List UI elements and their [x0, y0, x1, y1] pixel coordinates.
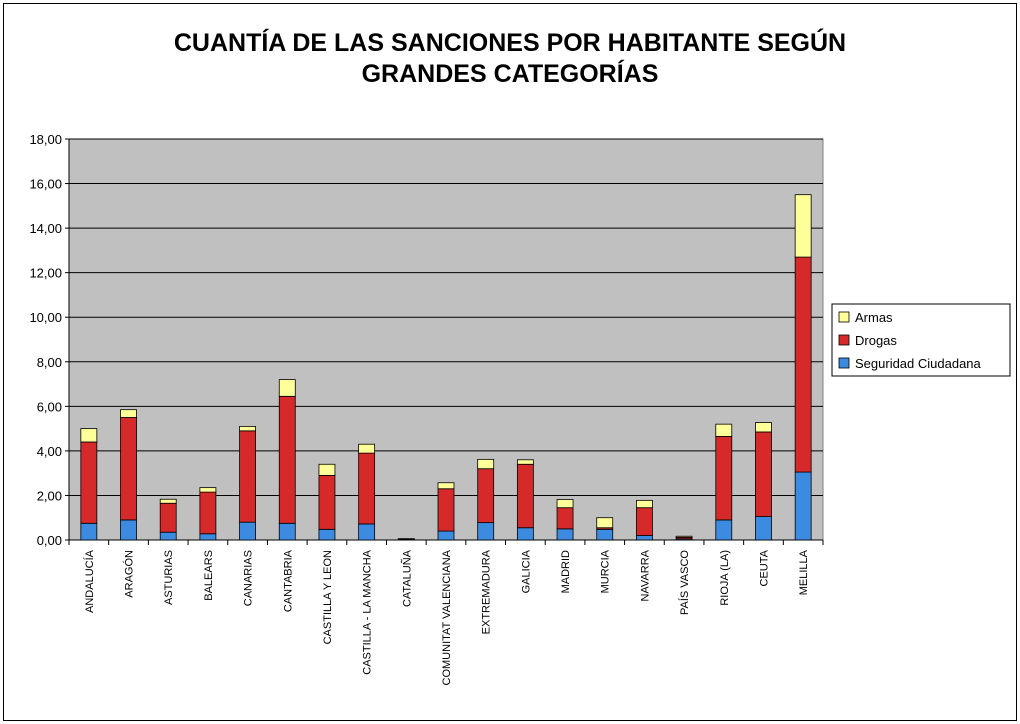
bar-segment: [477, 468, 495, 524]
bar-segment: [199, 491, 217, 535]
bar-segment: [477, 458, 495, 470]
bar-segment: [437, 530, 455, 541]
bar-segment: [239, 521, 256, 541]
x-tick-label: PAÍS VASCO: [678, 550, 691, 615]
y-tick-label: 2,00: [37, 488, 62, 503]
bar-segment: [516, 463, 534, 529]
bar-segment: [239, 425, 256, 432]
bar-segment: [120, 417, 137, 521]
bar-segment: [80, 428, 98, 443]
bar-segment: [794, 256, 812, 473]
y-tick-label: 14,00: [29, 221, 62, 236]
x-tick-label: CANTABRIA: [282, 549, 294, 612]
chart-title-line-2: GRANDES CATEGORÍAS: [361, 60, 659, 88]
x-tick-label: ASTURIAS: [163, 550, 175, 605]
bar-segment: [556, 499, 574, 509]
y-tick-label: 4,00: [37, 444, 62, 459]
bar-segment: [80, 522, 98, 541]
bar-segment: [318, 474, 336, 530]
plot-area: [68, 138, 824, 541]
bar-segment: [358, 452, 376, 525]
bar-segment: [516, 527, 534, 541]
legend-label: Drogas: [855, 333, 897, 348]
bar-segment: [159, 502, 177, 533]
bar-segment: [318, 528, 336, 541]
bar-segment: [278, 395, 296, 524]
bar-segment: [794, 471, 812, 541]
legend-swatch: [838, 357, 850, 369]
bar-segment: [358, 523, 376, 541]
bar-segment: [755, 516, 772, 541]
bar-segment: [159, 531, 177, 541]
y-tick-label: 10,00: [29, 310, 62, 325]
y-tick-label: 8,00: [37, 355, 62, 370]
bar-segment: [199, 533, 217, 541]
bar-segment: [675, 535, 693, 538]
x-tick-label: CATALUÑA: [400, 549, 413, 607]
y-tick-label: 6,00: [37, 399, 62, 414]
x-tick-label: CASTILLA Y LEON: [322, 550, 334, 644]
chart-title: CUANTÍA DE LAS SANCIONES POR HABITANTE S…: [0, 28, 1020, 90]
legend-swatch: [838, 311, 850, 323]
bar-segment: [715, 436, 733, 521]
bar-segment: [199, 487, 217, 493]
bar-segment: [80, 441, 98, 524]
y-tick-label: 12,00: [29, 266, 62, 281]
x-tick-label: ARAGÓN: [123, 550, 136, 598]
x-tick-label: COMUNITAT VALENCIANA: [441, 549, 453, 685]
bar-segment: [437, 482, 455, 490]
bar-segment: [159, 498, 177, 504]
x-tick-label: CANARIAS: [243, 550, 255, 606]
bar-segment: [636, 499, 653, 509]
x-tick-label: RIOJA (LA): [719, 550, 731, 606]
legend-label: Armas: [855, 310, 893, 325]
y-tick-label: 0,00: [37, 533, 62, 548]
x-tick-label: GALICIA: [520, 549, 532, 593]
y-tick-label: 16,00: [29, 177, 62, 192]
x-tick-label: CEUTA: [758, 549, 770, 586]
bar-segment: [556, 507, 574, 530]
bar-segment: [358, 443, 376, 454]
bar-segment: [715, 423, 733, 437]
bar-segment: [636, 507, 653, 536]
bar-segment: [278, 522, 296, 541]
legend: [831, 303, 1011, 377]
x-tick-label: ANDALUCÍA: [83, 549, 96, 613]
bar-segment: [596, 517, 614, 529]
x-tick-label: CASTILLA - LA MANCHA: [362, 549, 374, 674]
x-tick-label: MURCIA: [600, 549, 612, 593]
legend-label: Seguridad Ciudadana: [855, 356, 982, 371]
x-tick-label: EXTREMADURA: [481, 549, 493, 634]
x-tick-label: MELILLA: [798, 549, 810, 595]
bar-segment: [715, 519, 733, 541]
x-tick-label: MADRID: [560, 550, 572, 593]
bar-segment: [794, 194, 812, 258]
bar-segment: [755, 431, 772, 518]
bar-segment: [239, 430, 256, 523]
bar-segment: [596, 528, 614, 541]
bar-segment: [120, 409, 137, 418]
bar-segment: [437, 488, 455, 532]
bar-segment: [516, 459, 534, 465]
y-tick-label: 18,00: [29, 132, 62, 147]
bar-segment: [278, 379, 296, 397]
chart-title-line-1: CUANTÍA DE LAS SANCIONES POR HABITANTE S…: [173, 29, 847, 57]
bar-segment: [477, 522, 495, 541]
x-tick-label: BALEARS: [203, 550, 215, 601]
bar-segment: [120, 519, 137, 541]
bar-segment: [318, 463, 336, 476]
legend-swatch: [838, 334, 850, 346]
bar-segment: [636, 535, 653, 541]
x-tick-label: NAVARRA: [639, 549, 651, 601]
bar-segment: [755, 422, 772, 433]
bar-segment: [556, 528, 574, 541]
